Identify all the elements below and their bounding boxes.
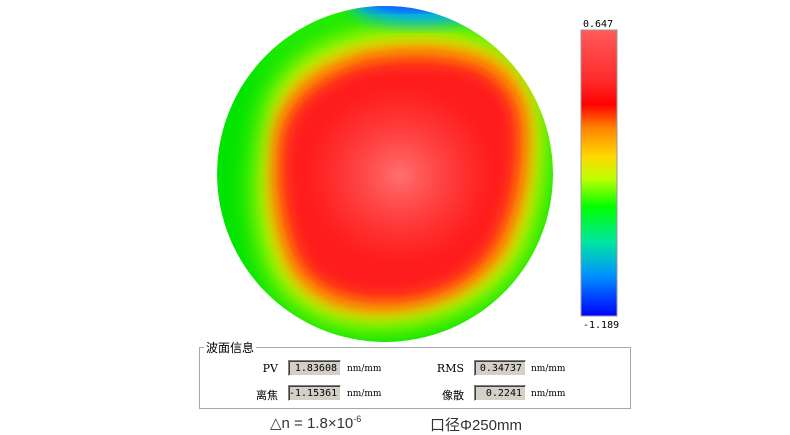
index-exponent: -6 (353, 414, 362, 424)
rms-label: RMS (436, 362, 464, 375)
refractive-index-caption: △n = 1.8×10-6 (270, 414, 361, 432)
rms-unit: nm/mm (531, 364, 566, 374)
defocus-label: 离焦 (256, 389, 278, 402)
defocus-field[interactable]: -1.15361 (288, 385, 341, 401)
astig-field[interactable]: 0.2241 (474, 385, 526, 401)
rms-field[interactable]: 0.34737 (474, 360, 526, 376)
wavefront-info-group: 波面信息 PV 1.83608 nm/mm RMS 0.34737 nm/mm … (199, 339, 631, 409)
astig-unit: nm/mm (531, 389, 566, 399)
colorbar-min-label: -1.189 (583, 320, 620, 331)
colorbar-max-label: 0.647 (583, 19, 614, 30)
pv-field[interactable]: 1.83608 (288, 360, 341, 376)
group-title: 波面信息 (204, 339, 257, 356)
astig-label: 像散 (442, 389, 464, 402)
colorbar (580, 29, 618, 317)
index-prefix: △n = 1.8×10 (270, 415, 354, 432)
aperture-caption: 口径Φ250mm (430, 417, 522, 434)
pv-unit: nm/mm (347, 364, 382, 374)
wavefront-disk (217, 6, 553, 342)
pv-label: PV (262, 362, 278, 375)
defocus-unit: nm/mm (347, 389, 382, 399)
